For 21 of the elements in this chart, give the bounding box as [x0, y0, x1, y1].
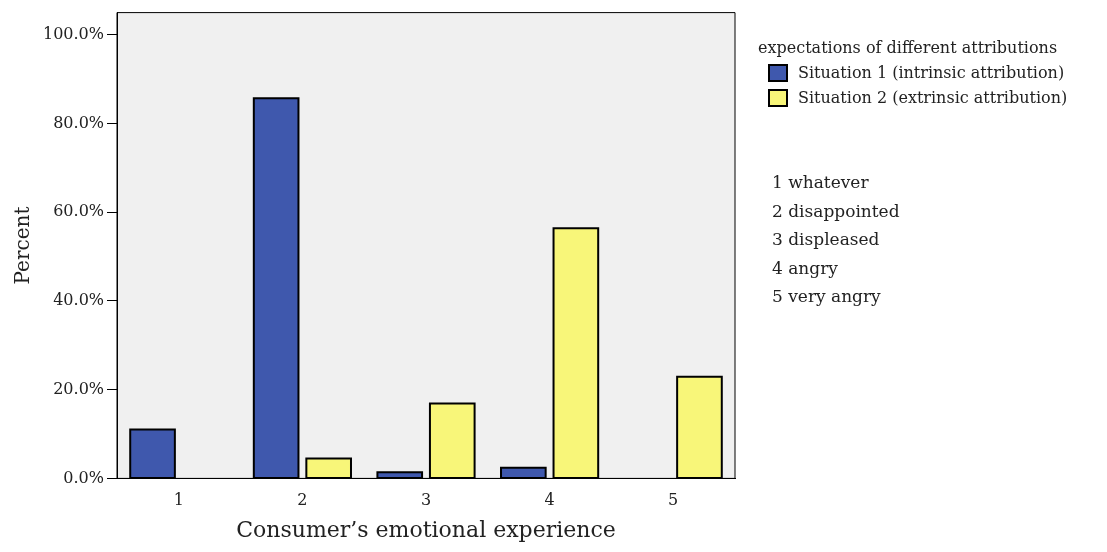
x-tick-label: 4: [544, 490, 555, 510]
legend-label: Situation 1 (intrinsic attribution): [798, 63, 1065, 82]
text: 4 angry: [772, 256, 839, 280]
y-tick-label: 0.0%: [63, 467, 105, 487]
y-axis-title: Percent: [10, 206, 35, 285]
x-tick-label: 2: [297, 490, 308, 510]
y-tick-label: 60.0%: [53, 201, 105, 221]
legend-label: Situation 2 (extrinsic attribution): [798, 88, 1068, 107]
text: 2 disappointed: [772, 199, 900, 223]
text: 5 very angry: [772, 285, 882, 308]
text: 3 displeased: [772, 228, 881, 251]
text: 1 whatever: [772, 171, 870, 194]
y-tick-label: 100.0%: [42, 23, 105, 43]
y-tick-label: 80.0%: [53, 112, 105, 132]
x-tick-label: 3: [420, 490, 432, 510]
legend-title: expectations of different attributions: [758, 38, 1059, 57]
y-tick-label: 20.0%: [53, 378, 105, 398]
y-tick-label: 40.0%: [53, 290, 105, 310]
x-tick-label: 5: [668, 490, 679, 510]
x-axis-title: Consumer’s emotional experience: [236, 516, 616, 542]
x-tick-label: 1: [173, 490, 184, 510]
